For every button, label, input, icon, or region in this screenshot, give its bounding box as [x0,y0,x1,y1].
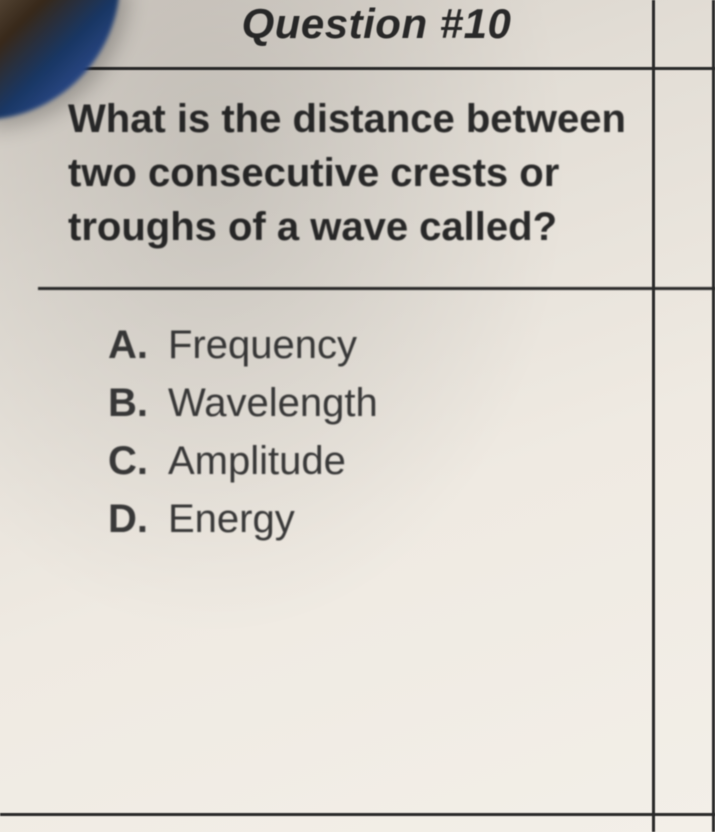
option-text: Energy [168,490,295,548]
option-c: C. Amplitude [108,432,645,490]
question-prompt-text: What is the distance between two consecu… [68,97,626,249]
option-letter: C. [108,432,150,490]
worksheet-page: Question #10 What is the distance betwee… [0,0,715,832]
option-text: Frequency [168,316,357,374]
question-prompt: What is the distance between two consecu… [38,70,715,290]
option-letter: D. [108,490,150,548]
option-text: Wavelength [168,374,378,432]
option-letter: B. [108,374,150,432]
option-text: Amplitude [168,432,346,490]
content-grid: Question #10 What is the distance betwee… [38,0,715,832]
question-heading-text: Question #10 [242,0,512,48]
option-letter: A. [108,316,150,374]
option-d: D. Energy [108,490,645,548]
question-heading: Question #10 [38,0,715,70]
option-b: B. Wavelength [108,374,645,432]
answer-options: A. Frequency B. Wavelength C. Amplitude … [38,290,715,558]
option-a: A. Frequency [108,316,645,374]
